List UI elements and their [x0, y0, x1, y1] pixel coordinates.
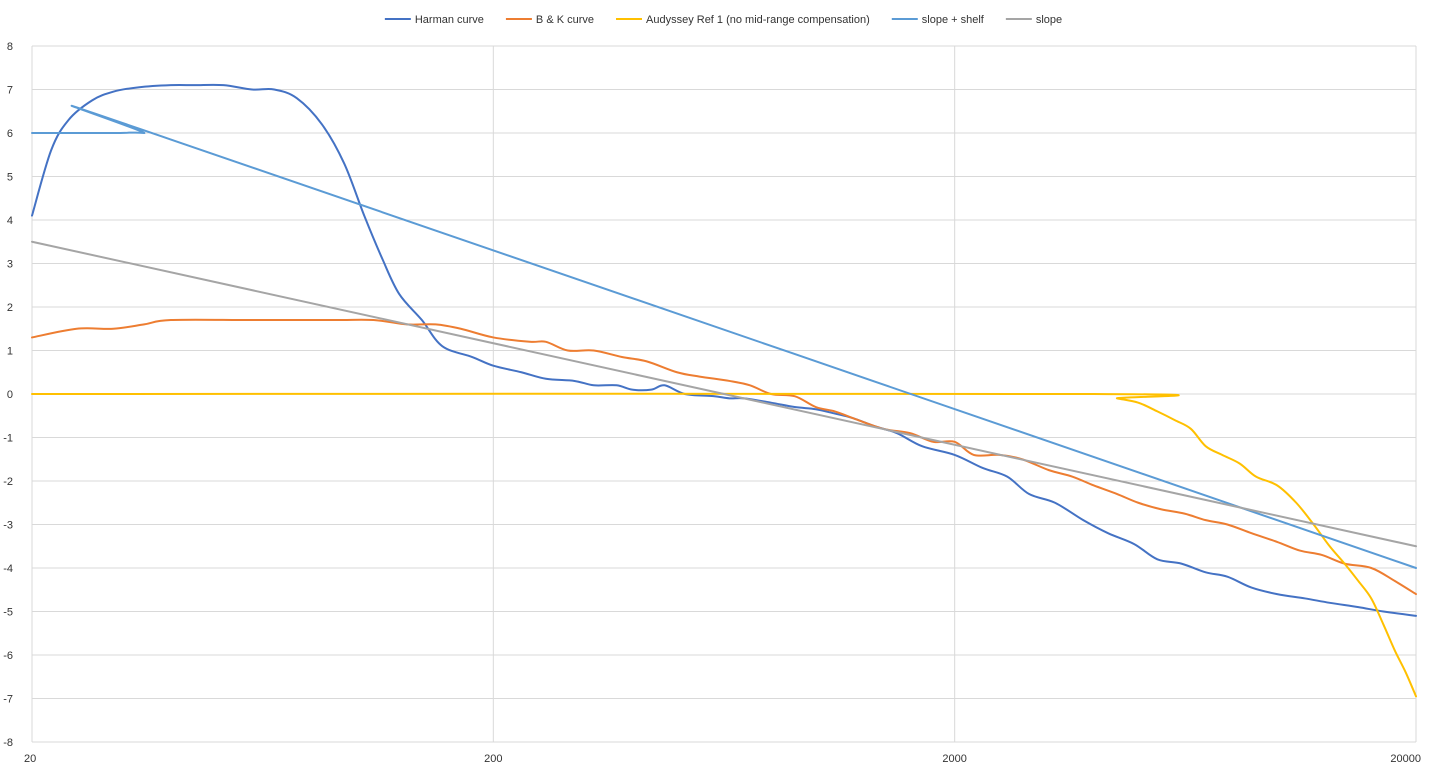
- series-line-2: [31, 318, 1417, 596]
- series-line-5: [31, 240, 1417, 548]
- x-tick-label: 20: [24, 753, 36, 765]
- y-tick-label: -1: [3, 433, 13, 445]
- y-tick-label: 1: [7, 346, 13, 358]
- y-tick-label: 2: [7, 302, 13, 314]
- y-tick-label: 5: [7, 172, 13, 184]
- y-tick-label: 0: [7, 389, 13, 401]
- y-tick-label: -5: [3, 607, 13, 619]
- y-tick-label: -3: [3, 520, 13, 532]
- y-axis-ticks: 8 7 6 5 4 3 2 1 0 -1 -2 -3 -4 -5 -6 -7 -8: [3, 41, 13, 749]
- legend-entry-label: B & K curve: [536, 14, 594, 26]
- x-tick-label: 2000: [942, 753, 966, 765]
- x-axis-ticks: 20 200 2000 20000: [24, 753, 1421, 765]
- legend-entry-label: Harman curve: [415, 14, 484, 26]
- y-tick-label: 4: [7, 215, 13, 227]
- y-tick-label: -4: [3, 563, 13, 575]
- legend-entry-label: slope + shelf: [922, 14, 985, 26]
- y-tick-label: 7: [7, 85, 13, 97]
- x-tick-label: 20000: [1390, 753, 1421, 765]
- y-tick-label: -6: [3, 650, 13, 662]
- legend-entry-label: slope: [1036, 14, 1062, 26]
- series-lines: [31, 83, 1417, 698]
- y-tick-label: 6: [7, 128, 13, 140]
- series-line-1: [31, 83, 1417, 617]
- legend-entry-label: Audyssey Ref 1 (no mid-range compensatio…: [646, 14, 870, 26]
- y-tick-label: 8: [7, 41, 13, 53]
- y-tick-label: -2: [3, 476, 13, 488]
- y-tick-label: -8: [3, 737, 13, 749]
- series-line-3: [31, 392, 1417, 698]
- x-tick-label: 200: [484, 753, 502, 765]
- y-tick-label: 3: [7, 259, 13, 271]
- y-tick-label: -7: [3, 694, 13, 706]
- series-line-4: [31, 104, 1417, 569]
- legend: Harman curve B & K curve Audyssey Ref 1 (n…: [384, 14, 1062, 26]
